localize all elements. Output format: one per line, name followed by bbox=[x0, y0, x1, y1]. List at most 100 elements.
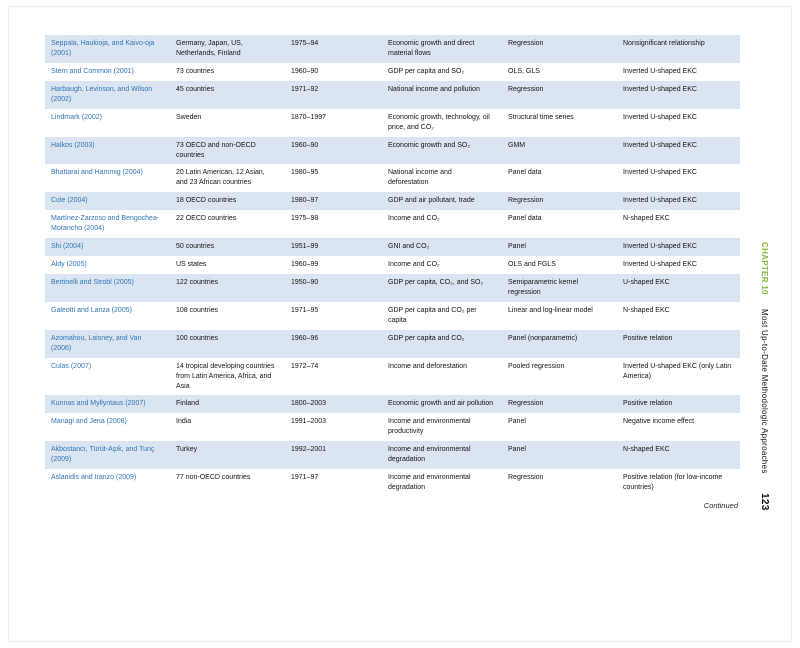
cell-result: Inverted U-shaped EKC bbox=[623, 67, 697, 75]
cell-author[interactable]: Seppala, Haukioja, and Kaivo-oja (2001) bbox=[45, 35, 170, 63]
cell-period: 1960–99 bbox=[291, 261, 319, 269]
cell-author[interactable]: Azomahou, Laisney, and Van (2006) bbox=[45, 329, 170, 358]
cell-period: 1980–97 bbox=[285, 192, 382, 211]
cell-variables: GNI and CO₂ bbox=[382, 238, 502, 257]
table-row: Shi (2004) 50 countries 1951–99 GNI and CO₂… bbox=[45, 238, 740, 257]
studies-table-body: Seppala, Haukioja, and Kaivo-oja (2001) G… bbox=[45, 35, 740, 497]
cell-period: 1870–1997 bbox=[291, 113, 327, 121]
cell-period: 1992–2001 bbox=[285, 441, 382, 470]
cell-variables: Income and deforestation bbox=[388, 362, 467, 370]
cell-period: 1971–97 bbox=[291, 474, 319, 482]
table-row: Galeotti and Lanza (2005) 108 countries 19… bbox=[45, 302, 740, 330]
table-row: Bertinelli and Strobl (2005) 122 countrie… bbox=[45, 274, 740, 302]
cell-author[interactable]: Halkos (2003) bbox=[45, 136, 170, 165]
cell-variables: National income and deforestation bbox=[388, 169, 452, 187]
cell-countries: US states bbox=[176, 261, 207, 269]
cell-method: Semiparametric kernel regression bbox=[502, 274, 617, 302]
cell-author[interactable]: Aslanidis and Iranzo (2009) bbox=[51, 474, 137, 482]
cell-method: Regression bbox=[502, 35, 617, 63]
cell-author[interactable]: Martínez-Zarzoso and Bengochea-Morancho … bbox=[51, 215, 160, 233]
cell-period: 1971–95 bbox=[291, 306, 319, 314]
cell-result: Inverted U-shaped EKC (only Latin Americ… bbox=[623, 362, 732, 380]
cell-variables: Economic growth and direct material flow… bbox=[382, 35, 502, 63]
cell-author[interactable]: Galeotti and Lanza (2005) bbox=[51, 306, 132, 314]
cell-period: 1991–2003 bbox=[291, 418, 327, 426]
cell-author[interactable]: Aldy (2005) bbox=[51, 261, 87, 269]
cell-variables: GDP per capita, CO₂, and SO₂ bbox=[382, 274, 502, 302]
cell-author[interactable]: Lindmark (2002) bbox=[51, 113, 102, 121]
table-row: Lindmark (2002) Sweden 1870–1997 Economic g… bbox=[45, 109, 740, 137]
cell-variables: National income and pollution bbox=[382, 80, 502, 109]
cell-method: Panel bbox=[502, 441, 617, 470]
cell-method: Regression bbox=[502, 395, 617, 414]
table-row: Azomahou, Laisney, and Van (2006) 100 cou… bbox=[45, 329, 740, 358]
cell-method: Panel bbox=[502, 238, 617, 257]
cell-variables: GDP and air pollutant, trade bbox=[382, 192, 502, 211]
cell-countries: 22 OECD countries bbox=[176, 215, 237, 223]
cell-method: OLS and FGLS bbox=[508, 261, 556, 269]
cell-author[interactable]: Bhattarai and Hammig (2004) bbox=[51, 169, 143, 177]
cell-author[interactable]: Akbostancı, Türüt-Aşık, and Tunç (2009) bbox=[45, 441, 170, 470]
cell-countries: Turkey bbox=[170, 441, 285, 470]
cell-countries: 50 countries bbox=[170, 238, 285, 257]
cell-author[interactable]: Managi and Jena (2008) bbox=[51, 418, 127, 426]
cell-variables: Income and environmental degradation bbox=[382, 441, 502, 470]
cell-author[interactable]: Cole (2004) bbox=[45, 192, 170, 211]
table-row: Martínez-Zarzoso and Bengochea-Morancho … bbox=[45, 210, 740, 238]
table-row: Cole (2004) 18 OECD countries 1980–97 GDP a… bbox=[45, 192, 740, 211]
chapter-label: CHAPTER 10 bbox=[760, 242, 769, 295]
cell-result: Inverted U-shaped EKC bbox=[623, 261, 697, 269]
cell-variables: Economic growth and air pollution bbox=[382, 395, 502, 414]
cell-variables: Economic growth and SO₂ bbox=[382, 136, 502, 165]
cell-variables: Income and CO₂ bbox=[388, 215, 440, 223]
cell-period: 1960–90 bbox=[291, 67, 319, 75]
cell-author[interactable]: Shi (2004) bbox=[45, 238, 170, 257]
cell-method: Regression bbox=[502, 192, 617, 211]
cell-period: 1951–99 bbox=[285, 238, 382, 257]
cell-variables: GDP per capita and SO₂ bbox=[388, 67, 465, 75]
cell-countries: India bbox=[176, 418, 192, 426]
cell-method: GMM bbox=[502, 136, 617, 165]
cell-result: Positive relation bbox=[617, 329, 740, 358]
table-row: Stern and Common (2001) 73 countries 1960–… bbox=[45, 63, 740, 81]
table-row: Harbaugh, Levinson, and Wilson (2002) 45 … bbox=[45, 80, 740, 109]
cell-countries: Germany, Japan, US, Netherlands, Finland bbox=[170, 35, 285, 63]
cell-variables: Income and CO₂ bbox=[388, 261, 440, 269]
cell-result: Positive relation bbox=[617, 395, 740, 414]
cell-result: Nonsignificant relationship bbox=[617, 35, 740, 63]
cell-period: 1980–95 bbox=[291, 169, 319, 177]
table-row: Akbostancı, Türüt-Aşık, and Tunç (2009) T… bbox=[45, 441, 740, 470]
cell-method: Regression bbox=[502, 80, 617, 109]
cell-author[interactable]: Bertinelli and Strobl (2005) bbox=[45, 274, 170, 302]
cell-period: 1971–92 bbox=[285, 80, 382, 109]
cell-author[interactable]: Culas (2007) bbox=[51, 362, 92, 370]
cell-countries: Sweden bbox=[176, 113, 202, 121]
cell-period: 1960–96 bbox=[285, 329, 382, 358]
cell-author[interactable]: Stern and Common (2001) bbox=[51, 67, 134, 75]
cell-result: Inverted U-shaped EKC bbox=[623, 169, 697, 177]
studies-table: Seppala, Haukioja, and Kaivo-oja (2001) G… bbox=[45, 35, 740, 497]
cell-variables: GDP per capita and CO₂ bbox=[382, 329, 502, 358]
margin-sidebar: CHAPTER 10 Most Up-to-Date Methodologic … bbox=[759, 242, 770, 510]
cell-variables: Income and environmental productivity bbox=[388, 418, 471, 436]
table-row: Halkos (2003) 73 OECD and non-OECD countr… bbox=[45, 136, 740, 165]
cell-countries: 122 countries bbox=[170, 274, 285, 302]
cell-period: 1950–90 bbox=[285, 274, 382, 302]
cell-countries: Finland bbox=[170, 395, 285, 414]
cell-result: Inverted U-shaped EKC bbox=[617, 80, 740, 109]
cell-countries: 45 countries bbox=[170, 80, 285, 109]
table-row: Managi and Jena (2008) India 1991–2003 Inco… bbox=[45, 413, 740, 441]
cell-period: 1972–74 bbox=[291, 362, 319, 370]
cell-method: Panel data bbox=[508, 169, 542, 177]
cell-countries: 14 tropical developing countries from La… bbox=[176, 362, 275, 390]
cell-countries: 73 countries bbox=[176, 67, 215, 75]
cell-period: 1960–90 bbox=[285, 136, 382, 165]
cell-author[interactable]: Kunnas and Myllyntaus (2007) bbox=[45, 395, 170, 414]
cell-result: Inverted U-shaped EKC bbox=[617, 192, 740, 211]
studies-table-container: Seppala, Haukioja, and Kaivo-oja (2001) G… bbox=[45, 35, 740, 510]
cell-author[interactable]: Harbaugh, Levinson, and Wilson (2002) bbox=[45, 80, 170, 109]
cell-countries: 108 countries bbox=[176, 306, 219, 314]
cell-period: 1975–94 bbox=[285, 35, 382, 63]
cell-result: N-shaped EKC bbox=[623, 215, 670, 223]
cell-countries: 18 OECD countries bbox=[170, 192, 285, 211]
